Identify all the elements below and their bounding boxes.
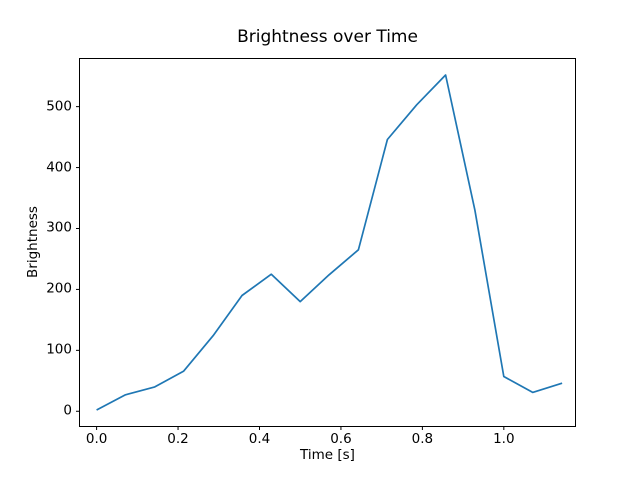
x-tick-label: 1.0	[493, 431, 515, 447]
x-tick-label: 0.2	[167, 431, 189, 447]
x-tick-label: 0.4	[248, 431, 271, 447]
y-tick-label: 300	[46, 219, 72, 236]
tick-marks	[76, 106, 505, 430]
y-tick-label: 200	[46, 280, 72, 297]
y-tick-label: 0	[63, 402, 72, 419]
y-tick-label: 400	[46, 159, 72, 176]
x-tick-label: 0.6	[330, 431, 352, 447]
x-axis-label: Time [s]	[300, 447, 355, 463]
x-tick-label: 0.0	[85, 431, 108, 447]
plot-spines	[79, 58, 576, 427]
y-tick-label: 500	[46, 98, 72, 115]
brightness-line-series	[96, 74, 563, 411]
x-tick-label: 0.8	[411, 431, 434, 447]
y-tick-label: 100	[46, 341, 72, 358]
chart-title: Brightness over Time	[237, 27, 418, 47]
